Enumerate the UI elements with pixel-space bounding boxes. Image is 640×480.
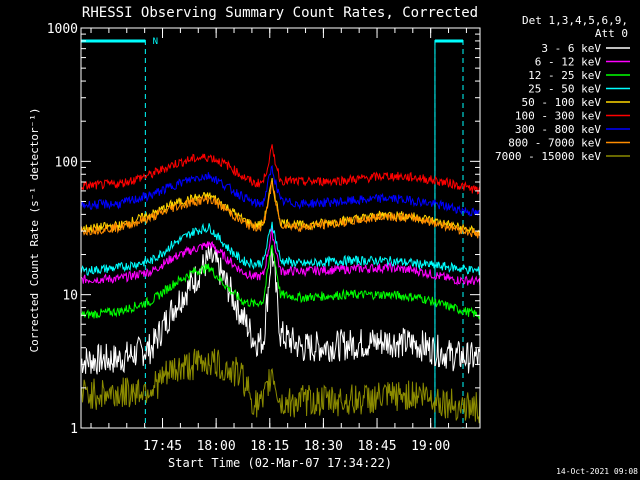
legend-header: Att 0 (595, 27, 628, 40)
y-tick-label: 100 (55, 155, 78, 170)
x-axis-label: Start Time (02-Mar-07 17:34:22) (168, 456, 392, 470)
legend-label: 3 - 6 keV (541, 42, 601, 55)
attenuator-marker-label: N (153, 37, 158, 47)
timestamp-footer: 14-Oct-2021 09:08 (556, 467, 638, 476)
chart-title: RHESSI Observing Summary Count Rates, Co… (82, 5, 478, 21)
legend-label: 800 - 7000 keV (508, 137, 601, 150)
plot-area: N (80, 37, 481, 428)
series-line (80, 348, 481, 424)
series-line (80, 181, 481, 239)
legend-label: 6 - 12 keV (535, 56, 602, 69)
legend-label: 50 - 100 keV (522, 96, 602, 109)
y-axis-label: Corrected Count Rate (s⁻¹ detector⁻¹) (28, 107, 41, 352)
series-line (80, 243, 481, 375)
axes: 1 10 100 1000 17:45 18:00 18:15 18:30 18:45 19:00 (47, 22, 481, 454)
series-line (80, 178, 481, 236)
y-tick-label: 1000 (47, 22, 78, 37)
series-line (80, 221, 481, 277)
legend-label: 7000 - 15000 keV (495, 150, 601, 163)
y-tick-label: 1 (70, 422, 78, 437)
legend-header: Det 1,3,4,5,6,9, (522, 14, 628, 27)
legend-label: 12 - 25 keV (528, 69, 601, 82)
x-tick-label: 18:15 (250, 439, 289, 454)
y-tick-label: 10 (62, 289, 78, 304)
legend-label: 100 - 300 keV (515, 110, 601, 123)
series-line (80, 227, 481, 287)
series-line (80, 144, 481, 195)
x-tick-label: 18:00 (197, 439, 236, 454)
x-tick-label: 17:45 (143, 439, 182, 454)
x-tick-label: 19:00 (411, 439, 450, 454)
legend-label: 300 - 800 keV (515, 123, 601, 136)
x-tick-label: 18:30 (304, 439, 343, 454)
legend-label: 25 - 50 keV (528, 83, 601, 96)
series-line (80, 164, 481, 217)
plot-frame (80, 27, 481, 429)
x-tick-label: 18:45 (357, 439, 396, 454)
series-line (80, 244, 481, 320)
